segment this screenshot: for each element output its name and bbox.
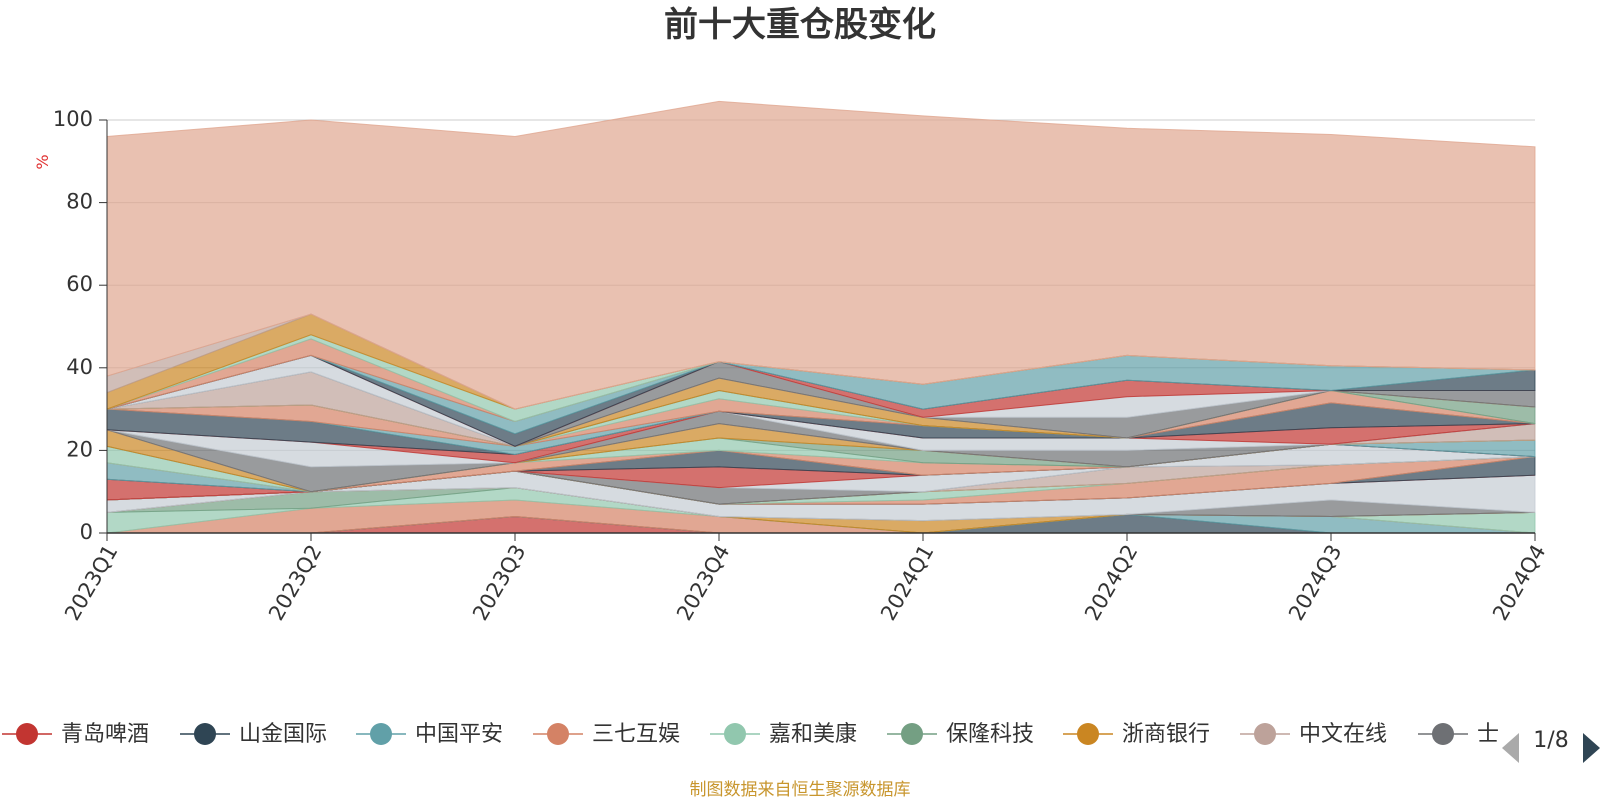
legend-item[interactable]: 青岛啤酒 xyxy=(2,722,149,747)
legend-marker-icon xyxy=(1254,723,1276,745)
legend-item[interactable]: 山金国际 xyxy=(180,722,327,747)
legend-item[interactable]: 士 xyxy=(1418,722,1499,747)
legend-label: 中国平安 xyxy=(415,722,503,747)
next-page-icon[interactable] xyxy=(1583,733,1600,763)
x-tick-label: 2023Q2 xyxy=(264,541,326,625)
legend-label: 青岛啤酒 xyxy=(61,722,149,747)
legend-item[interactable]: 浙商银行 xyxy=(1063,722,1210,747)
legend-label: 嘉和美康 xyxy=(769,722,857,747)
legend-marker-icon xyxy=(901,723,923,745)
y-tick-label: 40 xyxy=(66,355,93,379)
legend-marker-icon xyxy=(194,723,216,745)
legend-item[interactable]: 保隆科技 xyxy=(887,722,1034,747)
legend-label: 中文在线 xyxy=(1299,722,1387,747)
legend-item[interactable]: 嘉和美康 xyxy=(710,722,857,747)
legend-label: 士 xyxy=(1477,722,1499,747)
x-tick-label: 2024Q2 xyxy=(1080,541,1142,625)
legend-marker-icon xyxy=(547,723,569,745)
area-layer-47 xyxy=(106,100,1536,410)
legend-item[interactable]: 中国平安 xyxy=(356,722,503,747)
y-tick-label: 0 xyxy=(80,520,93,544)
y-tick-label: 20 xyxy=(66,437,93,461)
chart-title: 前十大重仓股变化 xyxy=(664,5,936,45)
legend-page-indicator: 1/8 xyxy=(1533,728,1568,753)
legend-item[interactable]: 中文在线 xyxy=(1240,722,1387,747)
y-axis-label: % xyxy=(33,154,52,169)
x-tick-label: 2024Q1 xyxy=(876,541,938,625)
legend-pager: 1/8 xyxy=(1502,728,1600,763)
x-tick-label: 2023Q3 xyxy=(468,541,530,625)
legend-marker-icon xyxy=(724,723,746,745)
legend-item[interactable]: 三七互娱 xyxy=(533,722,680,747)
x-tick-label: 2024Q3 xyxy=(1284,541,1346,625)
area-series xyxy=(106,100,1536,534)
legend: 青岛啤酒 山金国际 中国平安 三七互娱 嘉和美康 保隆科技 浙商银行 中文在线 士 xyxy=(2,722,1499,747)
data-source-footer: 制图数据来自恒生聚源数据库 xyxy=(690,780,911,800)
legend-label: 三七互娱 xyxy=(592,722,680,747)
legend-marker-icon xyxy=(1077,723,1099,745)
legend-marker-icon xyxy=(370,723,392,745)
x-tick-label: 2024Q4 xyxy=(1488,541,1550,625)
legend-label: 山金国际 xyxy=(239,722,327,747)
x-tick-label: 2023Q4 xyxy=(672,541,734,625)
y-tick-label: 80 xyxy=(66,190,93,214)
legend-marker-icon xyxy=(1432,723,1454,745)
legend-label: 浙商银行 xyxy=(1122,722,1210,747)
x-tick-label: 2023Q1 xyxy=(60,541,122,625)
y-tick-label: 100 xyxy=(53,107,93,131)
legend-marker-icon xyxy=(16,723,38,745)
prev-page-icon[interactable] xyxy=(1502,733,1519,763)
legend-label: 保隆科技 xyxy=(946,722,1034,747)
y-tick-label: 60 xyxy=(66,272,93,296)
